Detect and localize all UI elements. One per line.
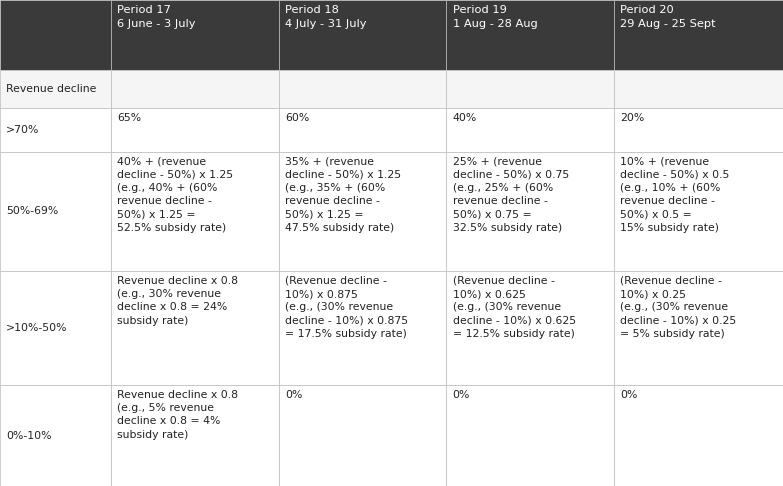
- Text: 35% + (revenue
decline - 50%) x 1.25
(e.g., 35% + (60%
revenue decline -
50%) x : 35% + (revenue decline - 50%) x 1.25 (e.…: [285, 156, 401, 233]
- Text: >70%: >70%: [6, 125, 40, 135]
- Text: >10%-50%: >10%-50%: [6, 323, 68, 333]
- Bar: [279, 385, 446, 486]
- Text: (Revenue decline -
10%) x 0.25
(e.g., (30% revenue
decline - 10%) x 0.25
= 5% su: (Revenue decline - 10%) x 0.25 (e.g., (3…: [620, 276, 736, 339]
- Bar: [446, 70, 614, 108]
- Bar: [111, 152, 279, 271]
- Bar: [111, 108, 279, 152]
- Text: (Revenue decline -
10%) x 0.625
(e.g., (30% revenue
decline - 10%) x 0.625
= 12.: (Revenue decline - 10%) x 0.625 (e.g., (…: [453, 276, 576, 339]
- Text: 0%: 0%: [453, 390, 470, 400]
- Bar: [446, 152, 614, 271]
- Bar: [0, 271, 111, 385]
- Text: 25% + (revenue
decline - 50%) x 0.75
(e.g., 25% + (60%
revenue decline -
50%) x : 25% + (revenue decline - 50%) x 0.75 (e.…: [453, 156, 568, 233]
- Text: 20%: 20%: [620, 113, 644, 123]
- Bar: [279, 108, 446, 152]
- Text: 40%: 40%: [453, 113, 477, 123]
- Text: Period 19
1 Aug - 28 Aug: Period 19 1 Aug - 28 Aug: [453, 5, 537, 29]
- Bar: [111, 0, 279, 70]
- Text: 40% + (revenue
decline - 50%) x 1.25
(e.g., 40% + (60%
revenue decline -
50%) x : 40% + (revenue decline - 50%) x 1.25 (e.…: [117, 156, 233, 233]
- Text: Period 17
6 June - 3 July: Period 17 6 June - 3 July: [117, 5, 196, 29]
- Bar: [279, 152, 446, 271]
- Text: Revenue decline x 0.8
(e.g., 5% revenue
decline x 0.8 = 4%
subsidy rate): Revenue decline x 0.8 (e.g., 5% revenue …: [117, 390, 239, 440]
- Text: 60%: 60%: [285, 113, 309, 123]
- Bar: [446, 271, 614, 385]
- Bar: [614, 0, 783, 70]
- Bar: [0, 0, 111, 70]
- Bar: [614, 108, 783, 152]
- Bar: [0, 385, 111, 486]
- Bar: [111, 271, 279, 385]
- Bar: [111, 385, 279, 486]
- Bar: [279, 70, 446, 108]
- Text: Revenue decline: Revenue decline: [6, 84, 96, 94]
- Bar: [0, 108, 111, 152]
- Bar: [111, 70, 279, 108]
- Bar: [279, 0, 446, 70]
- Bar: [0, 70, 111, 108]
- Bar: [0, 152, 111, 271]
- Text: 0%-10%: 0%-10%: [6, 431, 52, 441]
- Bar: [614, 70, 783, 108]
- Text: Period 20
29 Aug - 25 Sept: Period 20 29 Aug - 25 Sept: [620, 5, 716, 29]
- Bar: [614, 385, 783, 486]
- Bar: [446, 385, 614, 486]
- Bar: [614, 271, 783, 385]
- Text: (Revenue decline -
10%) x 0.875
(e.g., (30% revenue
decline - 10%) x 0.875
= 17.: (Revenue decline - 10%) x 0.875 (e.g., (…: [285, 276, 408, 339]
- Text: 50%-69%: 50%-69%: [6, 207, 59, 216]
- Bar: [446, 0, 614, 70]
- Bar: [279, 271, 446, 385]
- Text: 0%: 0%: [620, 390, 637, 400]
- Bar: [614, 152, 783, 271]
- Text: 65%: 65%: [117, 113, 142, 123]
- Text: 10% + (revenue
decline - 50%) x 0.5
(e.g., 10% + (60%
revenue decline -
50%) x 0: 10% + (revenue decline - 50%) x 0.5 (e.g…: [620, 156, 730, 233]
- Bar: [446, 108, 614, 152]
- Text: Period 18
4 July - 31 July: Period 18 4 July - 31 July: [285, 5, 366, 29]
- Text: Revenue decline x 0.8
(e.g., 30% revenue
decline x 0.8 = 24%
subsidy rate): Revenue decline x 0.8 (e.g., 30% revenue…: [117, 276, 239, 326]
- Text: 0%: 0%: [285, 390, 302, 400]
